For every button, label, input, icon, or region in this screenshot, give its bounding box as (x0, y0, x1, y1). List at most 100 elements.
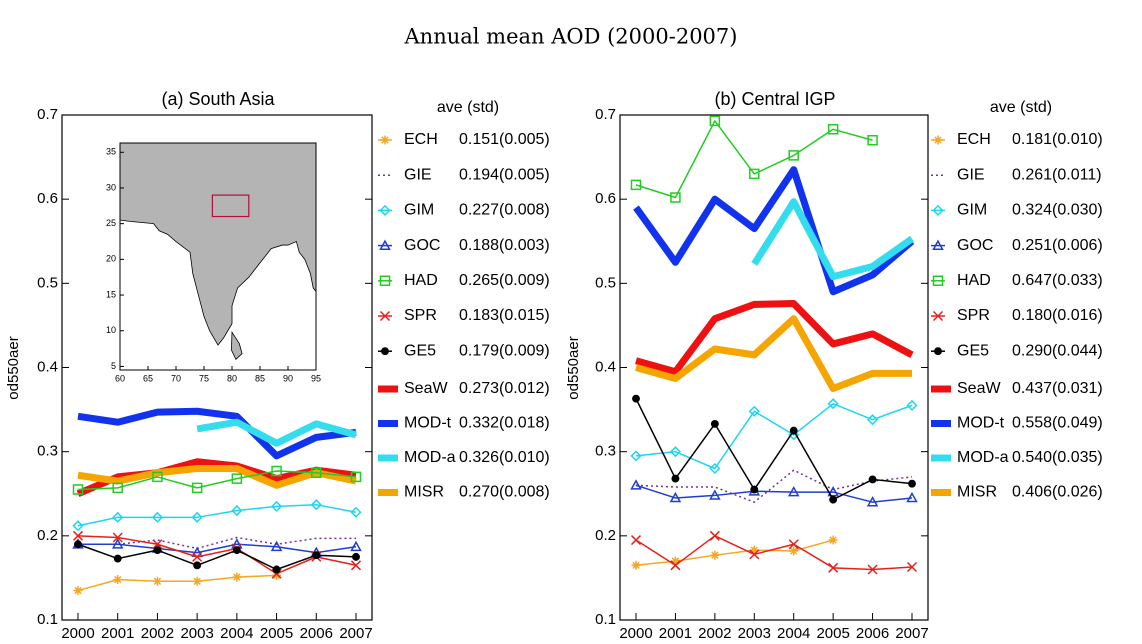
data-point (710, 419, 719, 428)
panel-title: (a) South Asia (161, 89, 275, 109)
data-point (709, 462, 721, 475)
x-tick-label: 2003 (180, 625, 213, 642)
x-tick-label: 2007 (339, 625, 372, 642)
inset-y-tick-label: 30 (106, 182, 116, 192)
data-point (827, 398, 839, 410)
legend-stats: 0.179(0.009) (459, 342, 550, 359)
data-point (867, 564, 878, 575)
inset-y-tick-label: 20 (106, 254, 116, 264)
data-point (671, 474, 680, 483)
legend-label: GIM (404, 202, 434, 219)
legend-stats: 0.265(0.009) (459, 272, 550, 289)
data-point (669, 491, 682, 503)
series-line (635, 469, 913, 503)
legend-stats: 0.180(0.016) (1012, 307, 1103, 324)
data-point (113, 575, 123, 585)
legend-label: HAD (404, 272, 438, 289)
data-point (113, 554, 122, 563)
data-point (828, 562, 839, 573)
y-tick-label: 0.6 (37, 190, 58, 207)
legend-marker (932, 204, 944, 216)
data-point (827, 124, 839, 135)
series-line (635, 398, 913, 501)
data-point (270, 540, 283, 552)
data-point (906, 561, 918, 573)
series-line (77, 470, 357, 491)
data-point (867, 414, 879, 426)
y-axis-label: od550aer (5, 336, 22, 399)
legend-stats: 0.188(0.003) (459, 237, 550, 254)
data-point (311, 467, 322, 478)
x-tick-label: 2005 (260, 625, 293, 642)
series-line (635, 315, 912, 393)
legend-stats: 0.261(0.011) (1012, 166, 1102, 183)
series-line (751, 198, 915, 281)
inset-x-tick-label: 65 (143, 373, 153, 383)
data-point (152, 576, 162, 586)
data-point (787, 486, 800, 497)
data-point (271, 500, 283, 512)
data-point (788, 539, 799, 550)
data-point (272, 565, 281, 574)
x-tick-label: 2002 (141, 625, 174, 642)
legend-marker (933, 135, 943, 145)
x-tick-label: 2004 (777, 625, 810, 642)
x-tick-label: 2005 (816, 625, 849, 642)
y-tick-label: 0.7 (37, 106, 58, 123)
y-tick-label: 0.5 (37, 274, 58, 291)
legend-label: MOD-t (957, 415, 1005, 432)
data-point (908, 479, 916, 488)
y-tick-label: 0.7 (595, 106, 616, 123)
legend-marker (934, 347, 942, 356)
series-line (635, 300, 914, 376)
data-point (709, 489, 721, 500)
legend-stats: 0.558(0.049) (1012, 415, 1103, 432)
legend-marker (379, 275, 391, 287)
inset-y-tick-label: 25 (106, 218, 116, 228)
x-tick-label: 2000 (61, 625, 94, 642)
series-line (635, 535, 913, 571)
data-point (310, 499, 322, 511)
data-point (153, 546, 162, 555)
data-point (749, 549, 760, 560)
legend-label: GE5 (957, 342, 989, 359)
inset-land (119, 142, 317, 346)
data-point (271, 465, 282, 477)
inset-y-tick-label: 15 (106, 289, 116, 299)
data-point (352, 552, 360, 561)
data-point (151, 511, 163, 523)
data-point (669, 446, 681, 458)
legend-stats: 0.181(0.010) (1012, 131, 1103, 148)
legend-marker (932, 310, 944, 322)
data-point (232, 572, 242, 582)
data-point (749, 545, 759, 555)
legend-label: MISR (957, 484, 997, 501)
data-point (789, 426, 798, 435)
data-point (192, 551, 203, 562)
data-point (709, 115, 721, 127)
y-tick-label: 0.3 (37, 443, 58, 460)
legend-label: GOC (957, 237, 993, 254)
data-point (72, 520, 84, 532)
legend-label: HAD (957, 272, 991, 289)
x-tick-label: 2003 (738, 625, 771, 642)
legend-stats: 0.437(0.031) (1012, 380, 1103, 397)
legend-label: ECH (404, 131, 438, 148)
data-point (191, 511, 203, 523)
legend-title: ave (std) (990, 99, 1052, 116)
legend-stats: 0.290(0.044) (1012, 342, 1103, 359)
legend-stats: 0.326(0.010) (459, 449, 550, 466)
data-point (630, 179, 642, 191)
legend-marker (932, 275, 944, 287)
data-point (73, 586, 83, 596)
legend-label: SPR (404, 307, 437, 324)
series-line (635, 539, 834, 567)
x-tick-label: 2006 (856, 625, 889, 642)
legend-stats: 0.151(0.005) (459, 131, 550, 148)
data-point (631, 560, 641, 570)
legend-marker (379, 239, 391, 250)
legend-stats: 0.273(0.012) (459, 380, 550, 397)
legend-label: MOD-a (957, 449, 1009, 466)
y-tick-label: 0.4 (37, 358, 58, 375)
